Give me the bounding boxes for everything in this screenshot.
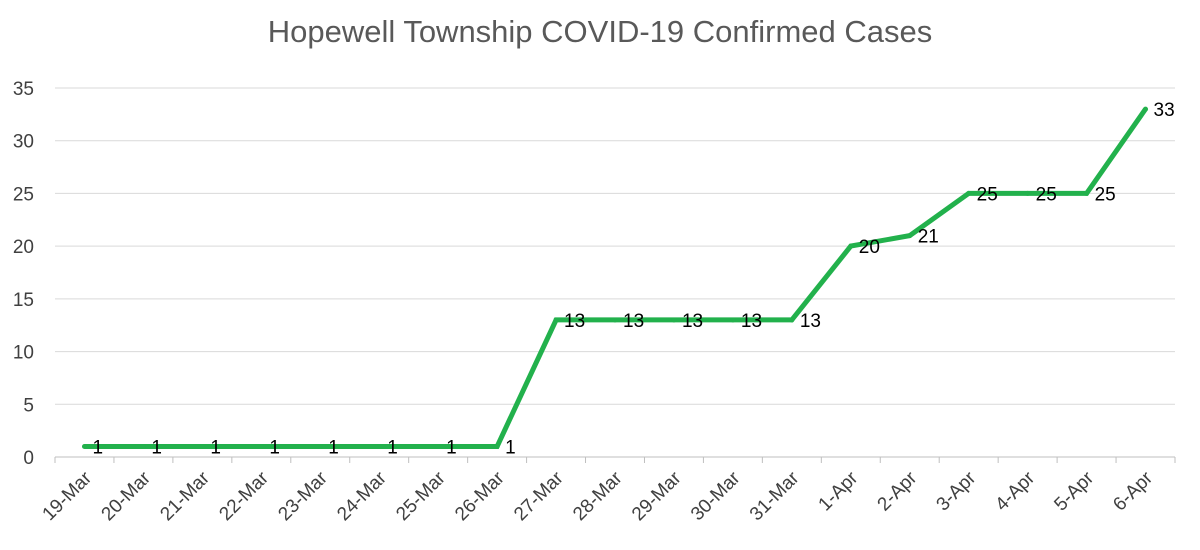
- data-point: [435, 443, 441, 449]
- data-point: [907, 233, 913, 239]
- data-point: [730, 317, 736, 323]
- data-point: [376, 443, 382, 449]
- x-tick-label: 30-Mar: [687, 467, 745, 525]
- x-tick-label: 31-Mar: [746, 467, 804, 525]
- data-point: [317, 443, 323, 449]
- x-tick-label: 22-Mar: [215, 467, 273, 525]
- data-label: 25: [1095, 184, 1116, 205]
- x-tick-label: 24-Mar: [333, 467, 391, 525]
- data-label: 13: [682, 311, 703, 332]
- data-point: [1025, 190, 1031, 196]
- data-label: 1: [446, 437, 457, 458]
- chart-title: Hopewell Township COVID-19 Confirmed Cas…: [267, 14, 933, 49]
- x-tick-label: 5-Apr: [1050, 467, 1098, 515]
- series-line: [84, 107, 1148, 449]
- y-tick-label: 30: [13, 132, 34, 153]
- x-tick-label: 6-Apr: [1109, 467, 1157, 515]
- data-label: 13: [741, 311, 762, 332]
- data-label: 1: [151, 437, 162, 458]
- data-label: 13: [623, 311, 644, 332]
- x-tick-label: 4-Apr: [991, 467, 1039, 515]
- data-point: [199, 443, 205, 449]
- x-tick-label: 25-Mar: [392, 467, 450, 525]
- x-tick-label: 2-Apr: [874, 467, 922, 515]
- y-tick-label: 0: [23, 448, 34, 469]
- data-point: [553, 317, 559, 323]
- x-tick-label: 29-Mar: [628, 467, 686, 525]
- y-tick-label: 5: [23, 395, 34, 416]
- data-point: [848, 243, 854, 249]
- x-tick-label: 21-Mar: [156, 467, 214, 525]
- y-tick-label: 15: [13, 290, 34, 311]
- data-point: [966, 190, 972, 196]
- data-label: 1: [210, 437, 221, 458]
- x-tick-label: 26-Mar: [451, 467, 509, 525]
- x-tick-label: 23-Mar: [274, 467, 332, 525]
- x-tick-label: 28-Mar: [569, 467, 627, 525]
- data-label: 13: [800, 311, 821, 332]
- y-tick-label: 25: [13, 184, 34, 205]
- x-tick-label: 1-Apr: [815, 467, 863, 515]
- y-tick-label: 35: [13, 79, 34, 100]
- data-point: [612, 317, 618, 323]
- data-point: [494, 443, 500, 449]
- data-label: 1: [269, 437, 280, 458]
- y-tick-label: 10: [13, 343, 34, 364]
- data-label: 13: [564, 311, 585, 332]
- data-point: [258, 443, 264, 449]
- x-tick-label: 19-Mar: [39, 467, 97, 525]
- data-point: [140, 443, 146, 449]
- data-label: 25: [977, 184, 998, 205]
- data-label: 1: [387, 437, 398, 458]
- data-label: 1: [505, 437, 516, 458]
- data-label: 25: [1036, 184, 1057, 205]
- data-label: 33: [1154, 100, 1175, 121]
- data-point: [789, 317, 795, 323]
- x-tick-label: 27-Mar: [510, 467, 568, 525]
- x-tick-label: 20-Mar: [98, 467, 156, 525]
- data-point: [1143, 106, 1149, 112]
- data-point: [81, 443, 87, 449]
- data-point: [1084, 190, 1090, 196]
- data-label: 1: [328, 437, 339, 458]
- data-point: [671, 317, 677, 323]
- x-tick-label: 3-Apr: [933, 467, 981, 515]
- data-label: 20: [859, 237, 880, 258]
- data-label: 1: [92, 437, 103, 458]
- data-label: 21: [918, 227, 939, 248]
- y-tick-label: 20: [13, 237, 34, 258]
